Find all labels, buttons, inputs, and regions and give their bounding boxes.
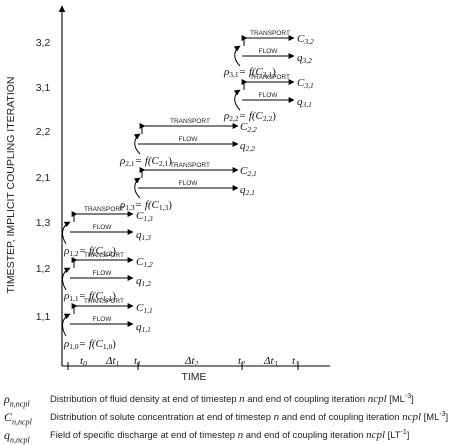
density-label: ρ3,1= f(C3,1) [223, 66, 276, 79]
legend-symbol: Cn,ncpl [4, 410, 32, 427]
concentration-label: C3,2 [297, 33, 314, 46]
concentration-label: C1,3 [136, 210, 153, 223]
legend-density: ρn,ncpl Distribution of fluid density at… [0, 392, 474, 409]
flow-label: FLOW [93, 224, 113, 231]
iteration-3-1: ρ2,2= f(C2,2) FLOW q3,1 TRANSPORT C3,1 [223, 74, 314, 123]
feed-arrow [71, 257, 78, 268]
x-tick-dt2: Δt2 [184, 355, 199, 368]
y-tick-label: 1,1 [36, 311, 51, 323]
flow-label: FLOW [259, 48, 279, 55]
density-feed-arrow [62, 221, 71, 245]
discharge-label: q1,2 [136, 275, 151, 288]
transport-label: TRANSPORT [84, 206, 124, 213]
iteration-1-3: ρ1,2= f(C1,2) FLOW q1,3 TRANSPORT C1,3 [62, 206, 153, 258]
y-axis-title: TIMESTEP, IMPLICIT COUPLING ITERATION [5, 76, 17, 293]
x-tick-t1: t1 [134, 355, 141, 368]
y-tick-label: 1,3 [36, 217, 51, 229]
legend-symbol: qn,ncpl [4, 428, 30, 445]
iteration-2-2: ρ2,1= f(C2,1) FLOW q2,2 TRANSPORT C2,2 [119, 118, 257, 168]
flow-label: FLOW [179, 180, 199, 187]
legend-concentration: Cn,ncpl Distribution of solute concentra… [0, 410, 474, 427]
discharge-label: q1,1 [136, 321, 151, 334]
concentration-label: C3,1 [297, 77, 314, 90]
discharge-label: q3,2 [297, 52, 312, 65]
legend-discharge: qn,ncpl Field of specific discharge at e… [0, 428, 474, 445]
x-tick-t0: t0 [80, 355, 87, 368]
legend-symbol: ρn,ncpl [4, 392, 30, 409]
feed-arrow [241, 79, 248, 90]
density-label: ρ1,0= f(C1,0) [63, 338, 116, 351]
transport-label: TRANSPORT [250, 74, 290, 81]
density-feed-arrow [233, 89, 241, 111]
feed-arrow [139, 123, 146, 134]
legend-description: Distribution of fluid density at end of … [50, 393, 414, 406]
flow-label: FLOW [259, 92, 279, 99]
transport-label: TRANSPORT [170, 162, 210, 169]
transport-label: TRANSPORT [170, 118, 210, 125]
y-tick-label: 1,2 [36, 263, 51, 275]
concentration-label: C1,2 [136, 256, 153, 269]
concentration-label: C2,1 [240, 165, 257, 178]
legend-description: Distribution of solute concentration at … [50, 411, 449, 424]
density-label: ρ1,3= f(C1,3) [119, 199, 172, 212]
flow-label: FLOW [93, 270, 113, 277]
density-label: ρ1,2= f(C1,2) [63, 245, 116, 258]
density-label: ρ2,1= f(C2,1) [119, 155, 172, 168]
y-tick-label: 3,2 [36, 37, 51, 49]
x-tick-dt1: Δt1 [105, 355, 119, 368]
density-feed-arrow [133, 177, 141, 199]
density-feed-arrow [233, 45, 241, 67]
density-feed-arrow [62, 313, 71, 337]
transport-label: TRANSPORT [84, 252, 124, 259]
flow-label: FLOW [179, 136, 199, 143]
feed-arrow [241, 35, 248, 46]
density-feed-arrow [133, 133, 141, 155]
concentration-label: C1,1 [136, 302, 153, 315]
concentration-label: C2,2 [240, 121, 257, 134]
transport-label: TRANSPORT [250, 30, 290, 37]
y-tick-label: 2,2 [36, 126, 51, 138]
discharge-label: q2,2 [240, 140, 255, 153]
feed-arrow [139, 167, 146, 178]
legend-description: Field of specific discharge at end of ti… [50, 429, 410, 442]
feed-arrow [71, 211, 78, 222]
x-axis-title: TIME [181, 371, 206, 383]
y-tick-label: 2,1 [36, 172, 51, 184]
transport-label: TRANSPORT [84, 298, 124, 305]
feed-arrow [71, 303, 78, 314]
discharge-label: q1,3 [136, 229, 151, 242]
iteration-3-2: ρ3,1= f(C3,1) FLOW q3,2 TRANSPORT C3,2 [223, 30, 314, 79]
flow-label: FLOW [93, 316, 113, 323]
discharge-label: q3,1 [297, 96, 312, 109]
x-tick-dt3: Δt3 [263, 355, 278, 368]
density-label: ρ1,1= f(C1,1) [63, 290, 116, 303]
iteration-1-2: ρ1,1= f(C1,1) FLOW q1,2 TRANSPORT C1,2 [62, 252, 153, 303]
x-tick-t3: t3 [292, 355, 299, 368]
density-label: ρ2,2= f(C2,2) [223, 110, 276, 123]
iteration-1-1: ρ1,0= f(C1,0) FLOW q1,1 TRANSPORT C1,1 [62, 298, 153, 351]
density-feed-arrow [62, 267, 71, 291]
discharge-label: q2,1 [240, 184, 255, 197]
x-tick-t2: t2 [238, 355, 245, 368]
y-tick-label: 3,1 [36, 82, 51, 94]
iteration-2-1: ρ1,3= f(C1,3) FLOW q2,1 TRANSPORT C2,1 [119, 162, 257, 212]
